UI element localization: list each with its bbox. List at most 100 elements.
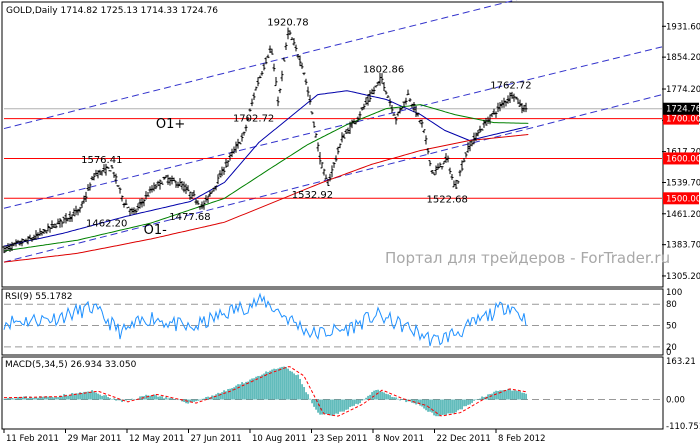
macd-bar [111, 398, 113, 400]
macd-bar [273, 368, 275, 400]
level-tag [663, 192, 699, 205]
macd-bar [303, 387, 305, 400]
macd-bar [369, 394, 371, 400]
macd-bar [27, 398, 29, 400]
macd-bar [349, 399, 351, 408]
rsi-tick-label: 100 [666, 288, 682, 298]
macd-bar [463, 399, 465, 407]
macd-bar [397, 398, 399, 400]
macd-bar [519, 391, 521, 400]
macd-bar [455, 399, 457, 413]
macd-bar [129, 399, 131, 401]
macd-bar [179, 399, 181, 401]
current-price-label: 1724.76 [666, 105, 700, 115]
macd-bar [219, 393, 221, 400]
y-tick-label: 1461.20 [666, 210, 700, 220]
macd-bar [139, 396, 141, 400]
macd-bar [343, 399, 345, 412]
macd-bar [393, 397, 395, 400]
macd-bar [231, 388, 233, 400]
macd-bar [23, 396, 25, 400]
macd-bar [431, 399, 433, 413]
macd-bar [373, 390, 375, 400]
y-tick-label: 1539.70 [666, 178, 700, 188]
macd-bar [507, 388, 509, 400]
macd-bar [31, 397, 33, 400]
macd-bar [121, 399, 123, 403]
macd-bar [363, 399, 365, 401]
macd-bar [245, 381, 247, 400]
macd-bar [211, 395, 213, 400]
macd-bar [309, 398, 311, 400]
macd-bar [85, 391, 87, 400]
macd-bar [287, 368, 289, 400]
macd-bar [417, 399, 419, 404]
price-annotation: 1477.68 [169, 212, 210, 223]
macd-bar [453, 399, 455, 414]
macd-bar [87, 391, 89, 400]
chart-title: GOLD,Daily 1714.82 1725.13 1714.33 1724.… [6, 6, 218, 16]
macd-bar [337, 399, 339, 414]
price-annotation: 1462.20 [86, 218, 127, 229]
price-annotation: 1532.92 [292, 190, 333, 201]
macd-bar [511, 390, 513, 400]
macd-bar [311, 399, 313, 404]
macd-bar [149, 395, 151, 400]
macd-bar [115, 399, 117, 401]
macd-bar [107, 397, 109, 400]
macd-bar [151, 395, 153, 400]
macd-bar [319, 399, 321, 415]
macd-bar [521, 392, 523, 400]
macd-bar [255, 376, 257, 400]
macd-signal-line [4, 366, 527, 417]
macd-bar [399, 399, 401, 401]
macd-bar [51, 396, 53, 400]
macd-bar [441, 399, 443, 416]
x-tick-label: 10 Aug 2011 [252, 434, 306, 444]
macd-bar [413, 399, 415, 404]
macd-bar [433, 399, 435, 416]
macd-bar [275, 368, 277, 400]
price-annotation: 1920.78 [267, 18, 308, 29]
macd-bar [181, 399, 183, 402]
macd-bar [365, 397, 367, 400]
macd-bar [443, 399, 445, 415]
macd-bar [353, 399, 355, 406]
macd-bar [25, 396, 27, 400]
macd-bar [483, 397, 485, 400]
macd-bar [89, 391, 91, 400]
macd-bar [217, 392, 219, 400]
macd-bar [493, 391, 495, 400]
macd-bar [67, 395, 69, 400]
macd-bar [269, 370, 271, 400]
macd-bar [345, 399, 347, 410]
macd-bar [41, 396, 43, 400]
macd-bar [491, 393, 493, 400]
macd-bar [135, 399, 137, 400]
macd-bar [205, 396, 207, 400]
macd-bar [49, 396, 51, 400]
level-tag-label: 1700.00 [666, 115, 700, 125]
macd-bar [157, 396, 159, 400]
macd-bar [29, 396, 31, 400]
channel-line [3, 94, 663, 263]
macd-bar [153, 394, 155, 400]
macd-bar [277, 368, 279, 400]
macd-bar [515, 390, 517, 400]
rsi-layer [3, 292, 662, 348]
macd-bar [47, 396, 49, 400]
macd-bar [125, 399, 127, 401]
price-annotation: 1576.41 [81, 155, 122, 166]
macd-bar [3, 398, 5, 400]
macd-bar [19, 397, 21, 400]
macd-bar [233, 387, 235, 400]
macd-bar [105, 395, 107, 400]
price-annotation: 1702.72 [233, 114, 274, 125]
macd-bar [55, 397, 57, 400]
macd-bar [69, 395, 71, 400]
macd-bar [283, 366, 285, 400]
y-tick-label: 1931.60 [666, 22, 700, 32]
macd-bar [447, 399, 449, 414]
x-tick-label: 11 Feb 2011 [6, 434, 59, 444]
macd-bar [331, 399, 333, 416]
